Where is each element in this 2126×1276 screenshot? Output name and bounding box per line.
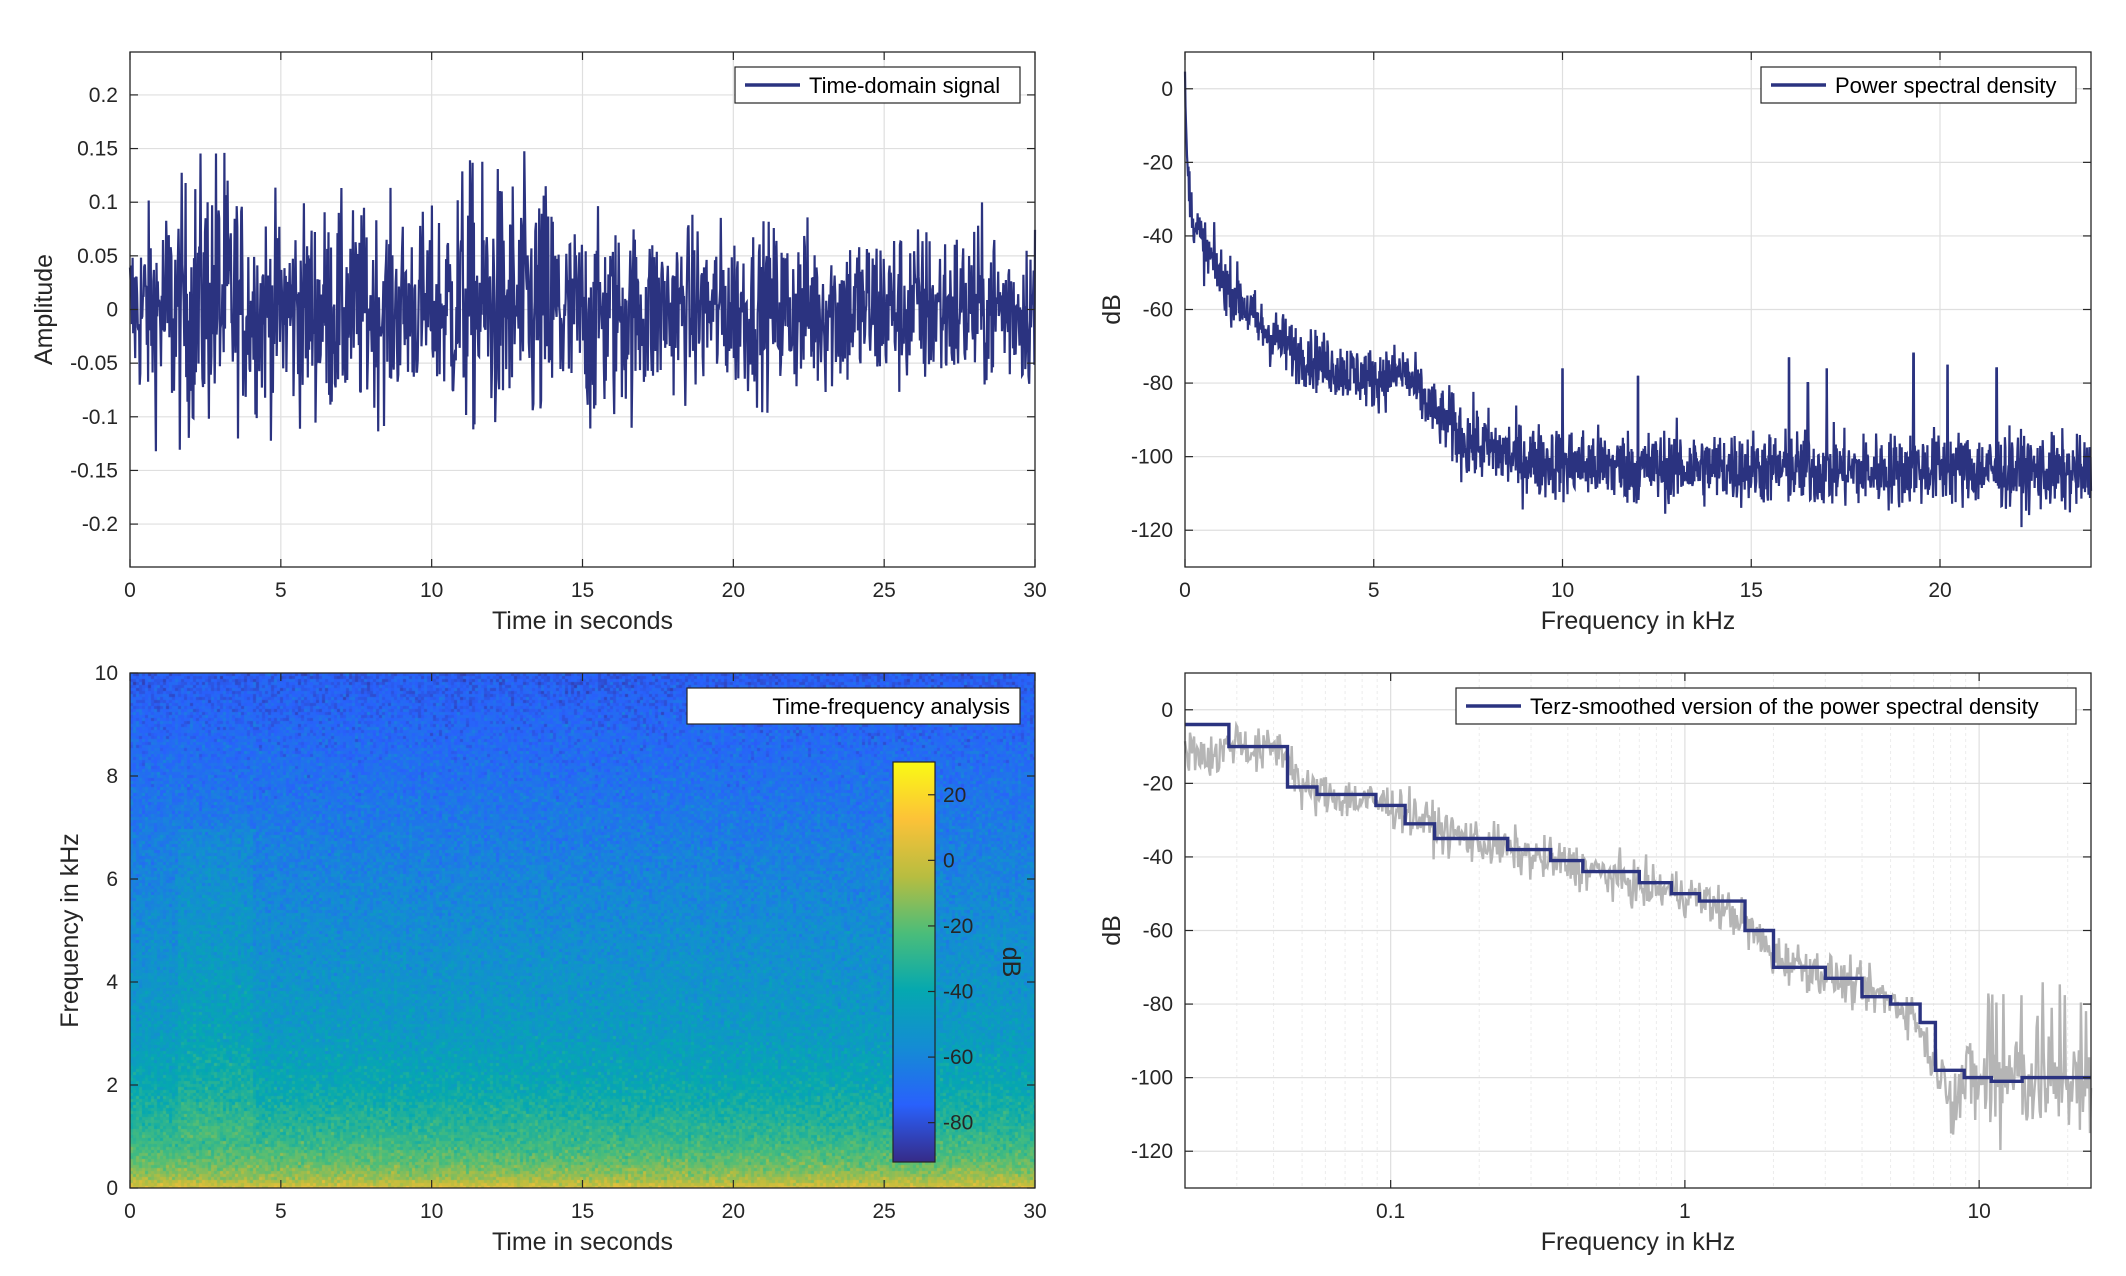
colorbar-label: dB — [997, 947, 1025, 978]
x-tick-label: 0.1 — [1376, 1200, 1405, 1223]
colorbar-tick-label: -60 — [943, 1046, 973, 1069]
x-tick-label: 30 — [1023, 1200, 1046, 1223]
y-tick-label: 0.05 — [77, 245, 118, 268]
y-tick-label: 0 — [1161, 699, 1173, 722]
y-axis-label: Amplitude — [30, 254, 58, 365]
series-terz-smoothed — [1185, 722, 2091, 1083]
x-tick-label: 15 — [571, 579, 594, 602]
x-tick-label: 5 — [275, 1200, 287, 1223]
x-tick-label: 5 — [1368, 579, 1380, 602]
x-tick-label: 30 — [1023, 579, 1046, 602]
x-tick-label: 20 — [722, 579, 745, 602]
y-tick-label: -20 — [1143, 151, 1173, 174]
series-time-domain-signal — [128, 151, 1037, 452]
y-tick-label: 0.15 — [77, 138, 118, 161]
y-tick-label: -60 — [1143, 920, 1173, 943]
y-tick-label: -0.15 — [70, 459, 118, 482]
colorbar-tick-label: 20 — [943, 784, 966, 807]
x-axis-label: Frequency in kHz — [1541, 1228, 1736, 1256]
time-frequency-panel: 0 5 10 15 20 25 30 0 2 4 6 8 10 Time in seconds Freque… — [56, 662, 1047, 1256]
x-tick-label: 10 — [420, 579, 443, 602]
y-tick-label: -0.05 — [70, 352, 118, 375]
x-tick-label: 0 — [124, 1200, 136, 1223]
colorbar-tick-label: -20 — [943, 915, 973, 938]
x-tick-label: 25 — [872, 1200, 895, 1223]
power-spectral-density-panel: 0 5 10 15 20 -120 -100 -80 -60 -40 -20 0 Frequency i… — [1098, 51, 2093, 635]
y-tick-label: -80 — [1143, 993, 1173, 1016]
y-tick-label: 0 — [106, 1177, 118, 1200]
y-tick-label: -100 — [1131, 446, 1173, 469]
x-tick-label: 0 — [124, 579, 136, 602]
x-tick-label: 1 — [1679, 1200, 1691, 1223]
legend-entry: Time-frequency analysis — [772, 694, 1010, 719]
y-tick-label: 0.2 — [89, 84, 118, 107]
x-tick-label: 15 — [571, 1200, 594, 1223]
x-tick-label: 15 — [1740, 579, 1763, 602]
y-tick-label: 0 — [1161, 78, 1173, 101]
x-tick-label: 20 — [1928, 579, 1951, 602]
y-tick-label: 4 — [106, 971, 118, 994]
y-tick-label: -100 — [1131, 1067, 1173, 1090]
series-raw-spectrum — [1183, 720, 2093, 1151]
colorbar — [892, 761, 936, 1163]
time-domain-panel: 0 5 10 15 20 25 30 -0.2 -0.15 -0.1 -0.05 0 0.05 0.1 0.… — [30, 51, 1047, 635]
y-tick-label: -20 — [1143, 772, 1173, 795]
x-axis-label: Frequency in kHz — [1541, 607, 1736, 635]
x-tick-label: 10 — [420, 1200, 443, 1223]
x-axis-label: Time in seconds — [492, 607, 673, 635]
y-tick-label: -60 — [1143, 299, 1173, 322]
legend-entry: Power spectral density — [1835, 73, 2056, 98]
legend-entry: Terz-smoothed version of the power spect… — [1530, 694, 2039, 719]
y-tick-label: 6 — [106, 868, 118, 891]
y-axis-label: dB — [1098, 294, 1126, 325]
colorbar-tick-label: -80 — [943, 1112, 973, 1135]
legend-box — [686, 687, 1021, 725]
colorbar-tick-label: 0 — [943, 849, 955, 872]
y-tick-label: 8 — [106, 765, 118, 788]
y-tick-label: 0 — [106, 299, 118, 322]
y-tick-label: -40 — [1143, 225, 1173, 248]
x-tick-label: 25 — [872, 579, 895, 602]
y-tick-label: 10 — [95, 662, 118, 685]
series-power-spectral-density — [1183, 71, 2093, 528]
x-axis-label: Time in seconds — [492, 1228, 673, 1256]
spectrogram-image — [130, 673, 1035, 1188]
x-tick-label: 20 — [722, 1200, 745, 1223]
terz-smoothed-panel: 0.1 1 10 -120 -100 -80 -60 -40 -20 0 Frequency in … — [1098, 672, 2093, 1256]
y-axis-label: Frequency in kHz — [56, 833, 84, 1028]
legend-box — [1455, 687, 2077, 725]
y-tick-label: -80 — [1143, 372, 1173, 395]
y-tick-label: -120 — [1131, 519, 1173, 542]
y-tick-label: -120 — [1131, 1140, 1173, 1163]
y-tick-label: -0.2 — [82, 513, 118, 536]
y-tick-label: 0.1 — [89, 191, 118, 214]
x-tick-label: 5 — [275, 579, 287, 602]
x-tick-label: 10 — [1551, 579, 1574, 602]
y-tick-label: -40 — [1143, 846, 1173, 869]
y-tick-label: 2 — [106, 1074, 118, 1097]
legend-entry: Time-domain signal — [809, 73, 1000, 98]
y-axis-label: dB — [1098, 915, 1126, 946]
colorbar-tick-label: -40 — [943, 981, 973, 1004]
x-tick-label: 10 — [1967, 1200, 1990, 1223]
y-tick-label: -0.1 — [82, 406, 118, 429]
x-tick-label: 0 — [1179, 579, 1191, 602]
